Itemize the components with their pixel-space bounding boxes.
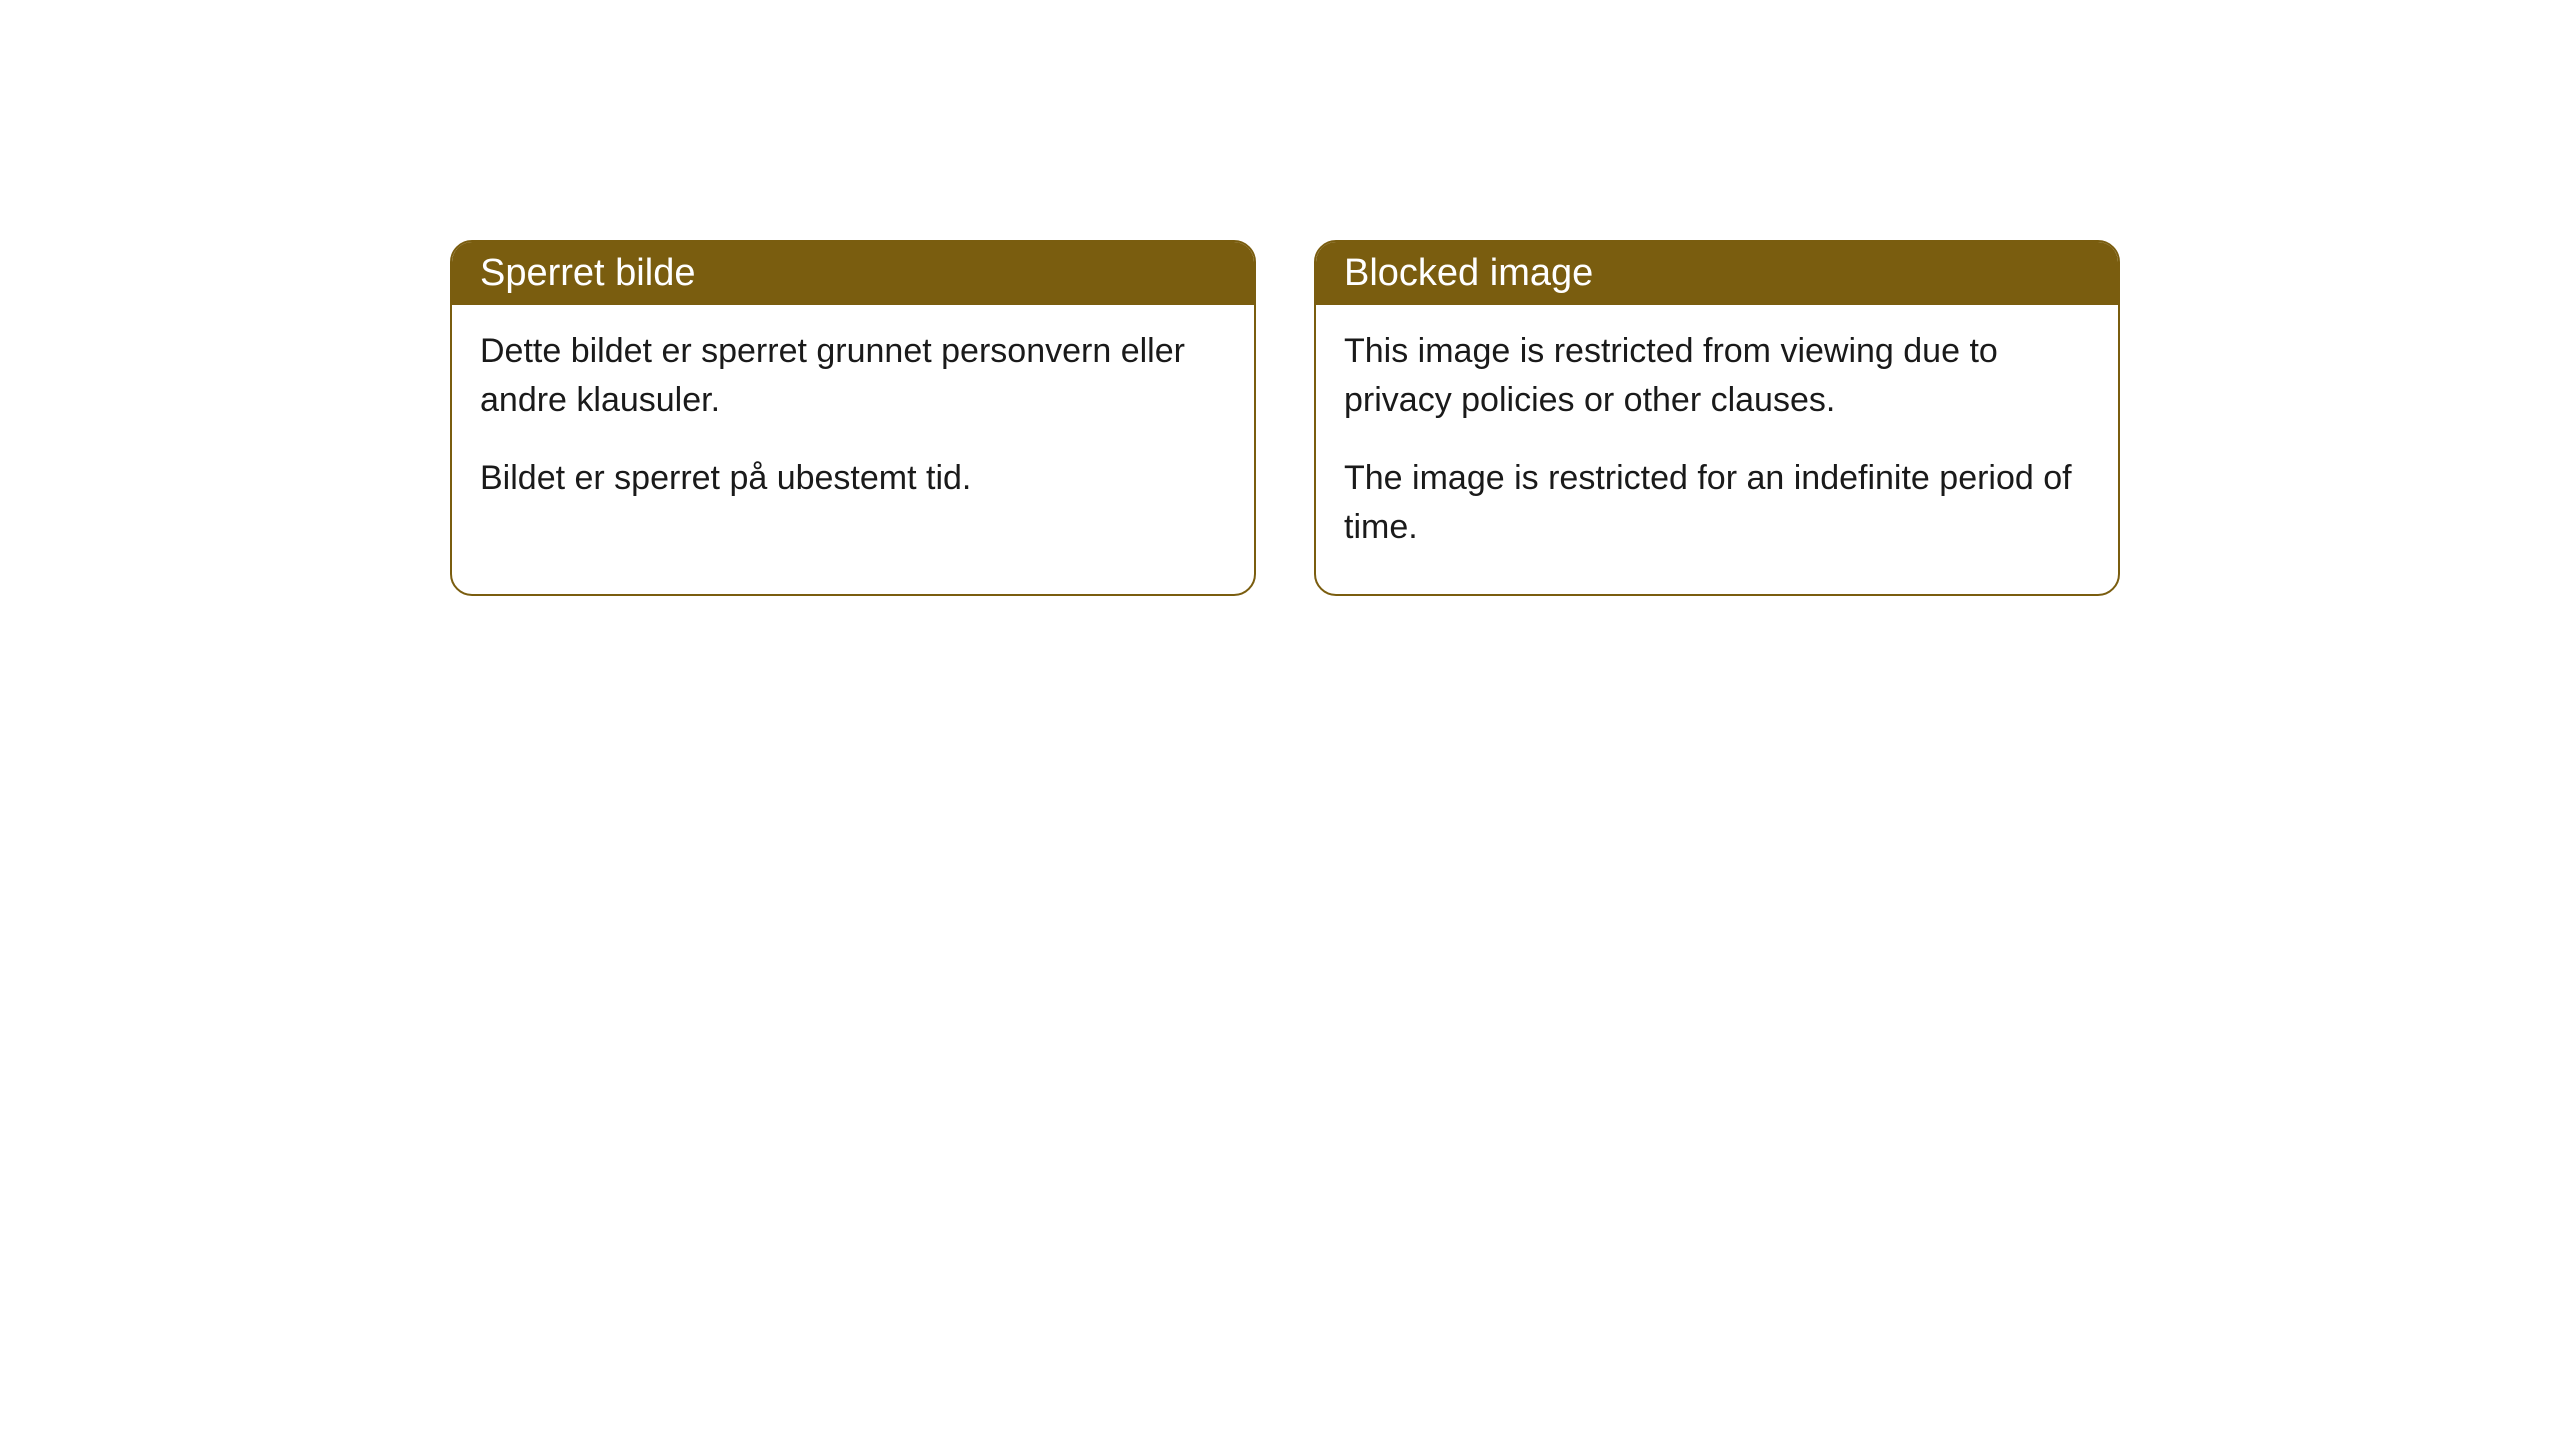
card-body: Dette bildet er sperret grunnet personve…	[452, 305, 1254, 545]
card-paragraph: Dette bildet er sperret grunnet personve…	[480, 327, 1226, 426]
card-body: This image is restricted from viewing du…	[1316, 305, 2118, 594]
blocked-image-card-english: Blocked image This image is restricted f…	[1314, 240, 2120, 596]
card-header: Sperret bilde	[452, 242, 1254, 305]
card-header: Blocked image	[1316, 242, 2118, 305]
card-paragraph: Bildet er sperret på ubestemt tid.	[480, 454, 1226, 503]
blocked-image-card-norwegian: Sperret bilde Dette bildet er sperret gr…	[450, 240, 1256, 596]
card-paragraph: The image is restricted for an indefinit…	[1344, 454, 2090, 553]
notice-cards-container: Sperret bilde Dette bildet er sperret gr…	[450, 240, 2120, 596]
card-title: Sperret bilde	[480, 252, 695, 294]
card-paragraph: This image is restricted from viewing du…	[1344, 327, 2090, 426]
card-title: Blocked image	[1344, 252, 1593, 294]
